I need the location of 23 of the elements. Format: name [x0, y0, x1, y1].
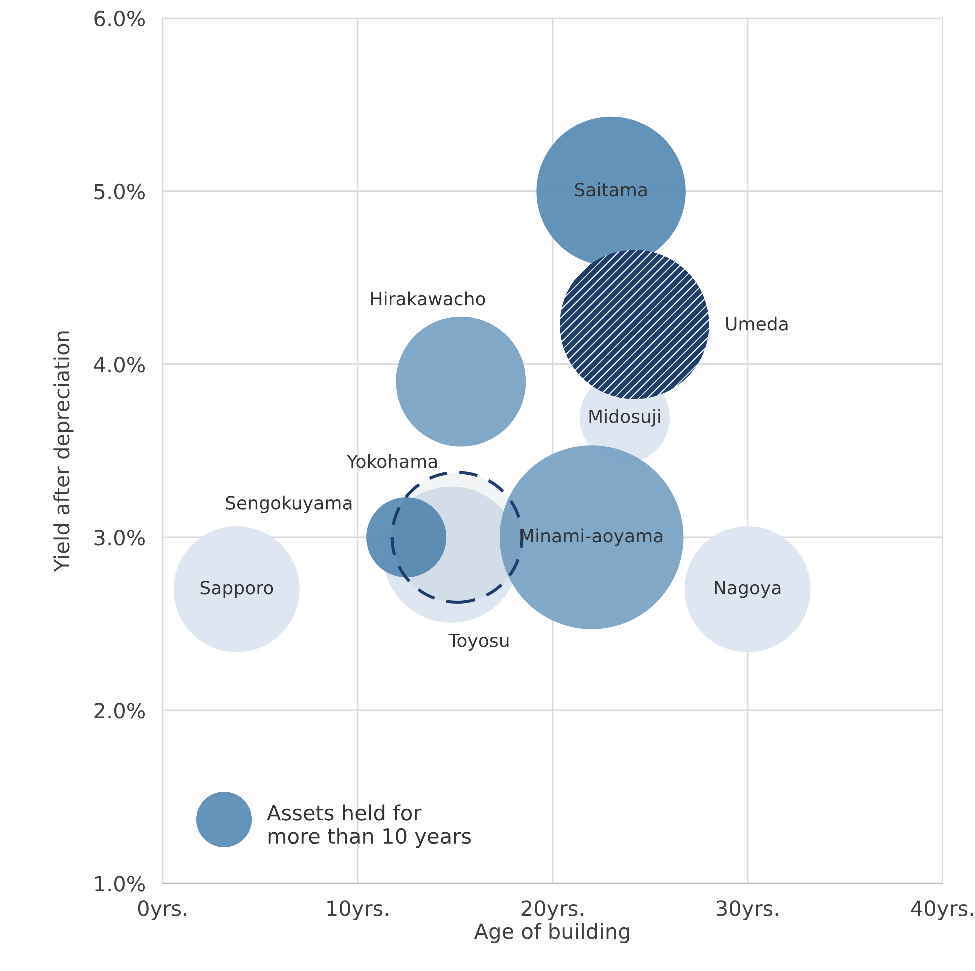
annotation: Hirakawacho — [372, 292, 486, 306]
y-tick-label: 5.0% — [94, 184, 146, 200]
annotation: Toyosu — [448, 634, 509, 651]
y-tick-label: 6.0% — [94, 10, 146, 27]
x-tick-label: 0yrs. — [138, 900, 186, 920]
annotation: Sengokuyama — [226, 496, 352, 514]
x-tick-label: 30yrs. — [716, 900, 778, 920]
annotation: Sapporo — [200, 581, 274, 598]
annotation: Saitama — [575, 182, 647, 197]
annotation: Nagoya — [715, 581, 781, 598]
y-axis-title: Yield after depreciation — [54, 332, 74, 572]
x-axis-title: Age of building — [474, 923, 630, 944]
x-tick-label: 10yrs. — [328, 900, 388, 920]
annotation: Umeda — [726, 316, 788, 331]
annotation: Midosuji — [590, 409, 660, 427]
x-tick-label: 20yrs. — [522, 900, 584, 920]
y-tick-label: 2.0% — [94, 703, 146, 719]
text: Assets held for more than 10 years — [267, 804, 471, 848]
y-tick-label: 1.0% — [96, 876, 146, 892]
y-tick-label: 3.0% — [94, 530, 146, 546]
y-tick-label: 4.0% — [94, 356, 146, 373]
x-tick-label: 40yrs. — [911, 900, 974, 920]
annotation: Yokohama — [347, 454, 438, 468]
